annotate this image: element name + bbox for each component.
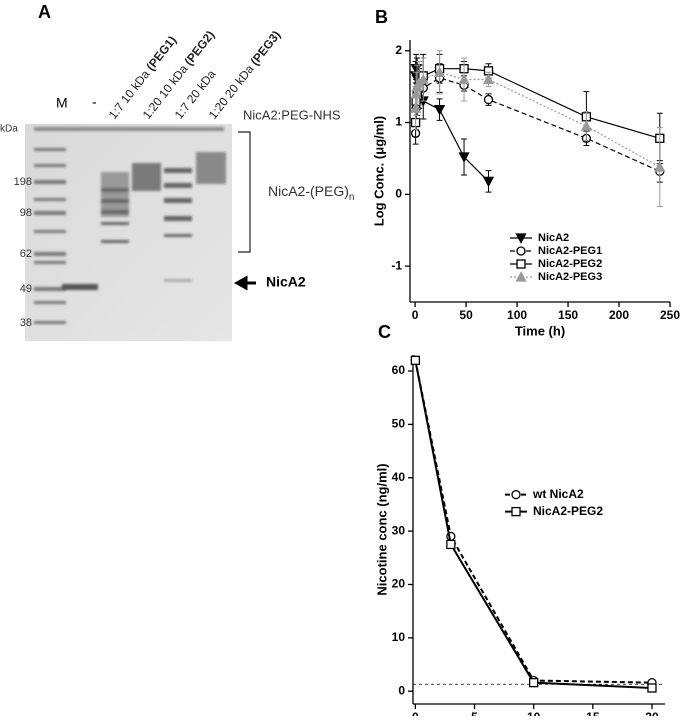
legend-marker <box>516 246 526 256</box>
y-tick-label: 0 <box>395 187 402 201</box>
y-axis-label: Nicotine conc (ng/ml) <box>374 463 389 595</box>
data-point <box>433 104 446 116</box>
legend-marker <box>515 233 527 244</box>
x-tick-label: 250 <box>660 308 680 322</box>
marker-label: 49 <box>20 283 32 295</box>
legend-marker <box>511 489 521 500</box>
x-tick-label: 0 <box>412 308 419 322</box>
protein-label: NicA2 <box>266 274 306 290</box>
x-tick-label: 0 <box>412 710 419 716</box>
data-point <box>410 87 422 99</box>
y-tick-label: 0 <box>398 683 405 697</box>
conjugate-label: NicA2-(PEG)n <box>268 183 354 203</box>
lane-header: M <box>56 95 68 111</box>
y-tick-label: 1 <box>395 115 402 129</box>
marker-label: 198 <box>14 176 32 188</box>
y-tick-label: 2 <box>395 43 402 57</box>
legend-label: NicA2-PEG2 <box>538 258 602 270</box>
x-tick-label: 150 <box>558 308 578 322</box>
y-tick-label: 40 <box>392 470 406 484</box>
data-point <box>482 176 495 188</box>
data-point <box>483 94 494 105</box>
bracket <box>238 131 251 253</box>
series-line <box>415 77 661 172</box>
data-point <box>654 161 666 172</box>
data-point <box>410 355 421 365</box>
ratio-label: NicA2:PEG-NHS <box>243 107 341 122</box>
marker-label: 38 <box>20 317 32 329</box>
x-tick-label: 15 <box>586 710 600 716</box>
x-tick-label: 5 <box>471 710 478 716</box>
series-line <box>414 360 653 689</box>
data-point <box>417 73 429 85</box>
legend-label: wt NicA2 <box>532 487 584 501</box>
data-point <box>446 539 456 550</box>
panel-label: C <box>378 322 391 342</box>
y-axis-label: Log Conc. (μg/ml) <box>371 116 386 227</box>
panel-label: B <box>375 7 388 27</box>
data-point <box>458 152 470 163</box>
x-tick-label: 50 <box>459 308 473 322</box>
x-tick-label: 10 <box>527 710 541 716</box>
arrow <box>233 275 256 291</box>
data-point <box>458 73 470 85</box>
marker-label: 98 <box>20 207 32 219</box>
data-point <box>647 683 657 693</box>
legend-label: NicA2-PEG2 <box>533 504 603 518</box>
data-point <box>433 66 446 77</box>
gel-bands <box>34 127 226 324</box>
data-point <box>529 678 539 688</box>
y-tick-label: 50 <box>392 417 406 431</box>
legend-marker <box>516 259 526 269</box>
x-axis-label: Time (h) <box>515 323 565 338</box>
marker-label: 62 <box>20 248 32 260</box>
y-tick-label: -1 <box>391 258 402 272</box>
series-line <box>414 360 653 684</box>
legend-marker <box>515 271 527 282</box>
data-point <box>482 73 495 85</box>
legend-label: NicA2-PEG3 <box>538 271 602 283</box>
x-tick-label: 20 <box>645 710 659 716</box>
y-tick-label: 30 <box>392 523 406 537</box>
legend-marker <box>511 506 521 517</box>
panel-label: A <box>38 2 51 22</box>
data-point <box>410 102 422 113</box>
lane-header: - <box>92 94 97 110</box>
x-tick-label: 100 <box>507 308 527 322</box>
legend-label: NicA2 <box>538 232 569 244</box>
y-tick-label: 20 <box>392 577 406 591</box>
kda-label: kDa <box>0 124 18 135</box>
data-point <box>580 120 592 131</box>
legend-label: NicA2-PEG1 <box>538 245 602 257</box>
y-tick-label: 10 <box>392 630 406 644</box>
x-tick-label: 200 <box>609 308 629 322</box>
y-tick-label: 60 <box>392 363 406 377</box>
